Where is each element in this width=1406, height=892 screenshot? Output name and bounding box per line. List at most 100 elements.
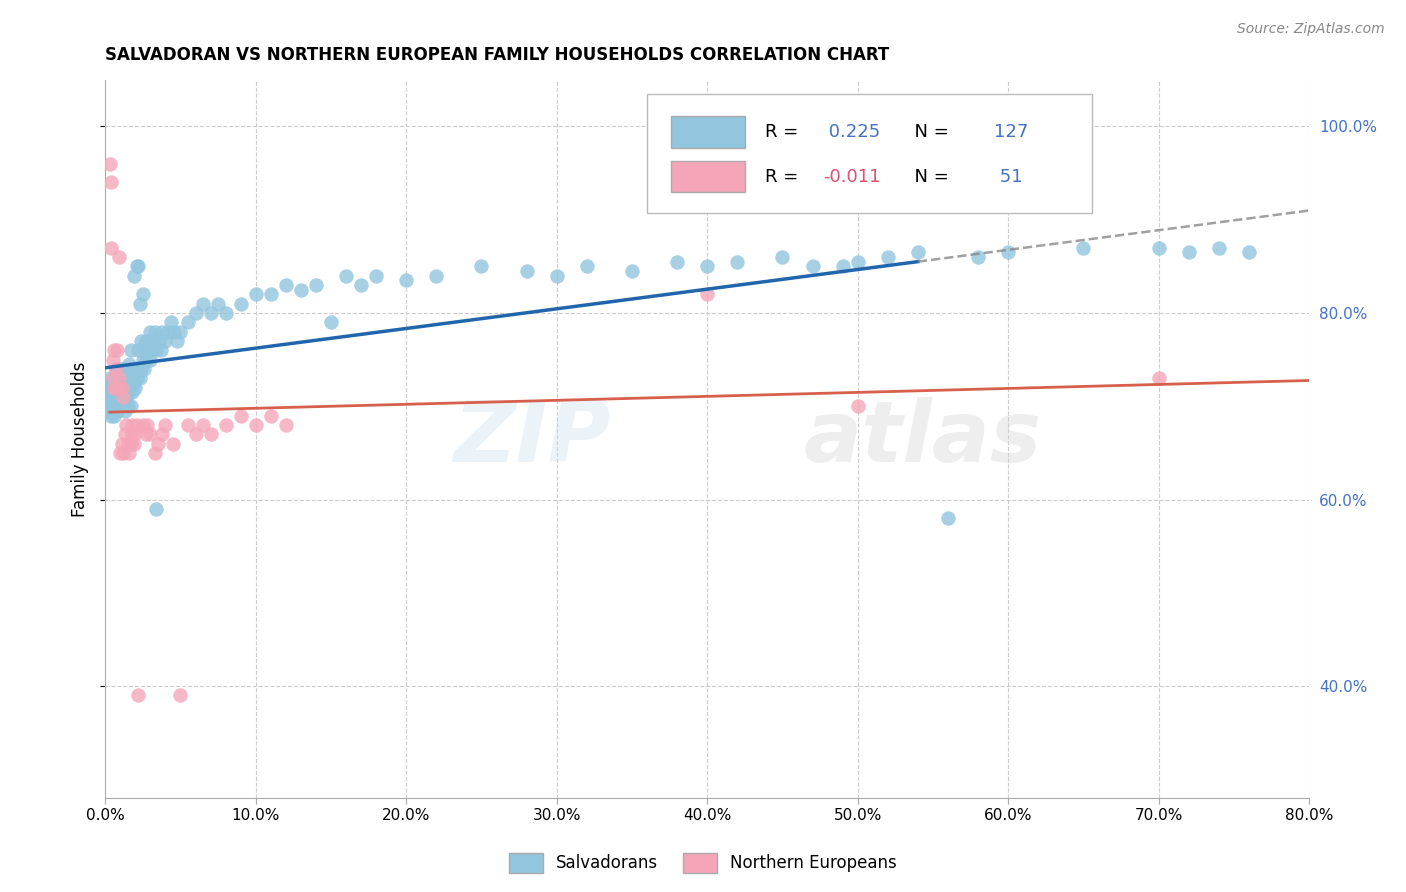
Point — [245, 417, 267, 432]
Point — [104, 362, 127, 376]
Point — [117, 436, 139, 450]
Point — [200, 306, 222, 320]
Point — [132, 352, 155, 367]
Point — [145, 501, 167, 516]
Point — [131, 362, 153, 376]
Point — [696, 259, 718, 273]
Point — [191, 417, 214, 432]
Point — [98, 390, 121, 404]
Point — [103, 385, 125, 400]
Point — [98, 156, 121, 170]
Point — [907, 245, 929, 260]
Point — [169, 689, 191, 703]
Point — [104, 399, 127, 413]
Point — [110, 385, 132, 400]
Point — [110, 380, 132, 394]
Point — [121, 427, 143, 442]
Point — [143, 325, 166, 339]
Point — [846, 399, 869, 413]
Point — [105, 343, 128, 358]
Point — [100, 241, 122, 255]
Point — [801, 259, 824, 273]
Point — [103, 394, 125, 409]
Point — [152, 427, 174, 442]
Point — [1147, 371, 1170, 385]
Point — [122, 376, 145, 390]
Point — [101, 404, 124, 418]
Point — [122, 436, 145, 450]
Point — [157, 325, 180, 339]
Point — [1147, 241, 1170, 255]
Point — [107, 250, 129, 264]
Point — [110, 399, 132, 413]
Point — [125, 417, 148, 432]
Point — [141, 343, 163, 358]
Point — [114, 427, 136, 442]
Point — [831, 259, 853, 273]
Point — [104, 380, 127, 394]
Point — [107, 399, 129, 413]
Point — [111, 390, 134, 404]
Point — [145, 343, 167, 358]
Point — [876, 250, 898, 264]
Point — [103, 380, 125, 394]
Point — [114, 371, 136, 385]
Point — [120, 399, 142, 413]
Point — [103, 343, 125, 358]
Point — [115, 376, 138, 390]
Point — [124, 380, 146, 394]
Point — [112, 399, 135, 413]
Point — [575, 259, 598, 273]
Point — [139, 427, 162, 442]
Point — [100, 409, 122, 423]
Point — [118, 371, 141, 385]
Point — [127, 259, 149, 273]
Text: ZIP: ZIP — [453, 397, 610, 481]
Point — [112, 446, 135, 460]
Point — [111, 436, 134, 450]
Point — [546, 268, 568, 283]
Point — [96, 404, 118, 418]
Point — [114, 404, 136, 418]
Point — [305, 277, 328, 292]
Point — [112, 380, 135, 394]
Point — [124, 427, 146, 442]
Point — [98, 371, 121, 385]
Point — [319, 315, 342, 329]
Point — [105, 385, 128, 400]
Text: N =: N = — [904, 123, 955, 141]
Point — [112, 390, 135, 404]
Point — [104, 390, 127, 404]
Point — [290, 283, 312, 297]
Point — [155, 417, 177, 432]
Point — [100, 376, 122, 390]
Point — [110, 446, 132, 460]
Point — [516, 264, 538, 278]
FancyBboxPatch shape — [647, 94, 1092, 212]
Point — [120, 380, 142, 394]
Point — [136, 417, 159, 432]
Point — [335, 268, 357, 283]
Text: atlas: atlas — [804, 397, 1042, 481]
Point — [366, 268, 388, 283]
Point — [121, 417, 143, 432]
Point — [696, 287, 718, 301]
Point — [350, 277, 373, 292]
Text: Source: ZipAtlas.com: Source: ZipAtlas.com — [1237, 22, 1385, 37]
Point — [117, 399, 139, 413]
Point — [120, 436, 142, 450]
Point — [132, 287, 155, 301]
Point — [135, 352, 157, 367]
Point — [100, 399, 122, 413]
Point — [207, 296, 229, 310]
Point — [128, 371, 150, 385]
Text: R =: R = — [765, 123, 804, 141]
Point — [121, 367, 143, 381]
Point — [425, 268, 447, 283]
Text: SALVADORAN VS NORTHERN EUROPEAN FAMILY HOUSEHOLDS CORRELATION CHART: SALVADORAN VS NORTHERN EUROPEAN FAMILY H… — [105, 46, 890, 64]
Point — [134, 362, 156, 376]
Point — [101, 380, 124, 394]
Point — [200, 427, 222, 442]
Point — [162, 436, 184, 450]
Point — [142, 334, 165, 348]
